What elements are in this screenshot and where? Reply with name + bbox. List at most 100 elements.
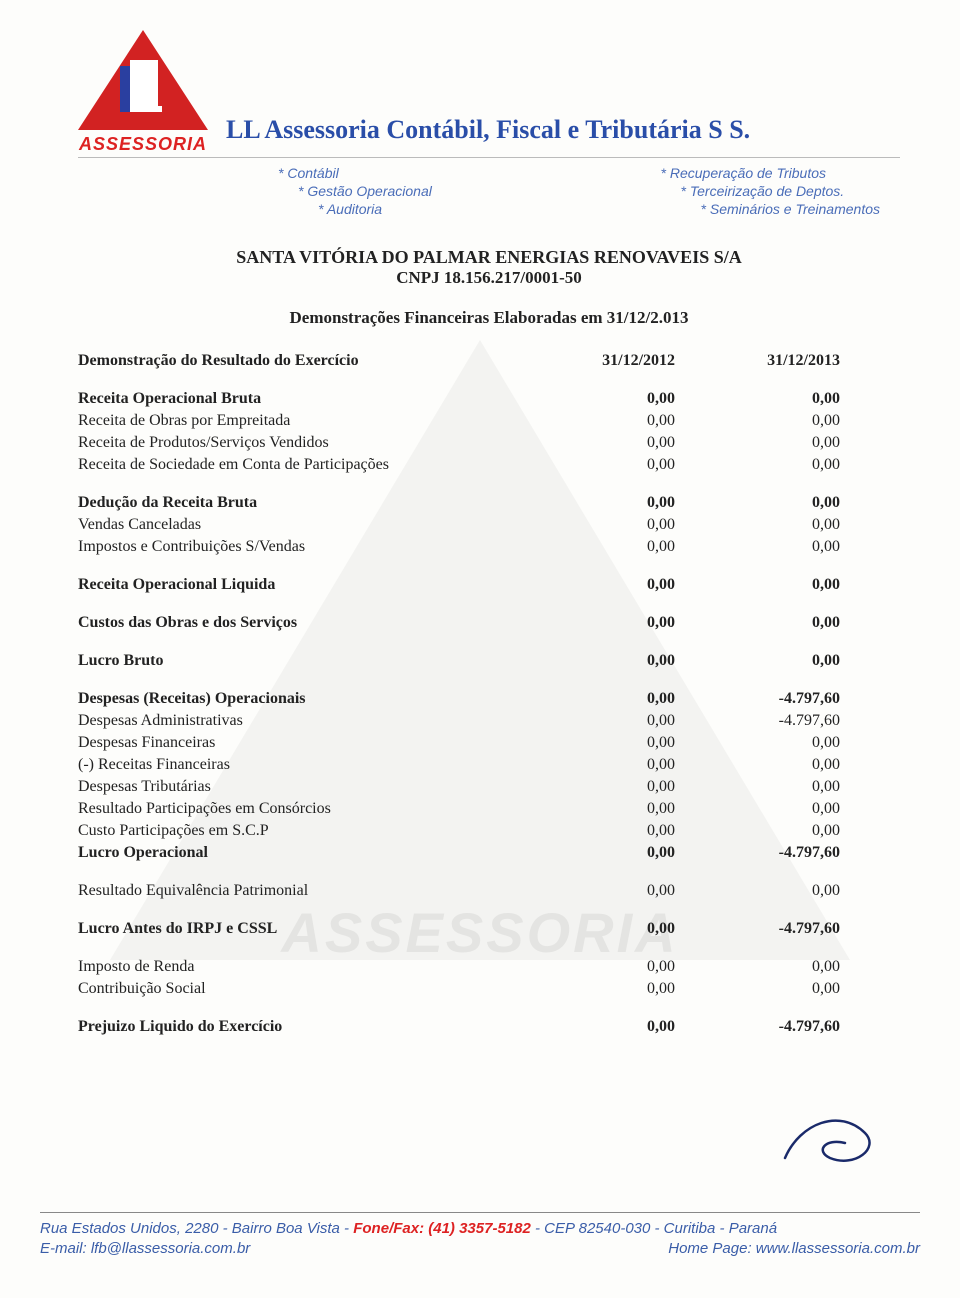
row-value-2012: 0,00 xyxy=(530,1000,715,1038)
signature-icon xyxy=(770,1103,890,1178)
footer-line-1: Rua Estados Unidos, 2280 - Bairro Boa Vi… xyxy=(40,1219,920,1239)
row-label: Impostos e Contribuições S/Vendas xyxy=(78,536,530,558)
row-label: Dedução da Receita Bruta xyxy=(78,476,530,514)
row-value-2012: 0,00 xyxy=(530,372,715,410)
row-value-2012: 0,00 xyxy=(530,634,715,672)
row-value-2012: 0,00 xyxy=(530,558,715,596)
row-label: Despesas Administrativas xyxy=(78,710,530,732)
row-value-2013: 0,00 xyxy=(715,454,900,476)
footer-phone: Fone/Fax: (41) 3357-5182 xyxy=(353,1220,531,1237)
doc-subtitle: Demonstrações Financeiras Elaboradas em … xyxy=(78,308,900,328)
row-label: Prejuizo Liquido do Exercício xyxy=(78,1000,530,1038)
service-item: * Terceirização de Deptos. xyxy=(661,182,880,200)
row-label: Resultado Equivalência Patrimonial xyxy=(78,864,530,902)
table-row: Prejuizo Liquido do Exercício0,00-4.797,… xyxy=(78,1000,900,1038)
row-label: Lucro Antes do IRPJ e CSSL xyxy=(78,902,530,940)
row-value-2012: 0,00 xyxy=(530,672,715,710)
footer-line-2: E-mail: lfb@llassessoria.com.br Home Pag… xyxy=(40,1239,920,1259)
table-row: Lucro Bruto0,000,00 xyxy=(78,634,900,672)
row-value-2012: 0,00 xyxy=(530,798,715,820)
row-value-2012: 0,00 xyxy=(530,820,715,842)
row-label: Custo Participações em S.C.P xyxy=(78,820,530,842)
page: ASSESSORIA ASSESSORIA LL Assessoria Cont… xyxy=(0,0,960,1298)
row-value-2013: 0,00 xyxy=(715,410,900,432)
table-row: Lucro Antes do IRPJ e CSSL0,00-4.797,60 xyxy=(78,902,900,940)
table-header-row: Demonstração do Resultado do Exercício 3… xyxy=(78,350,900,372)
company-name: LL Assessoria Contábil, Fiscal e Tributá… xyxy=(226,116,900,155)
row-value-2013: 0,00 xyxy=(715,372,900,410)
row-label: Despesas Tributárias xyxy=(78,776,530,798)
row-value-2013: 0,00 xyxy=(715,940,900,978)
row-value-2013: 0,00 xyxy=(715,634,900,672)
row-value-2013: 0,00 xyxy=(715,596,900,634)
footer: Rua Estados Unidos, 2280 - Bairro Boa Vi… xyxy=(40,1212,920,1258)
row-value-2013: 0,00 xyxy=(715,798,900,820)
row-value-2013: 0,00 xyxy=(715,432,900,454)
row-label: (-) Receitas Financeiras xyxy=(78,754,530,776)
row-value-2013: 0,00 xyxy=(715,864,900,902)
row-label: Resultado Participações em Consórcios xyxy=(78,798,530,820)
doc-title: SANTA VITÓRIA DO PALMAR ENERGIAS RENOVAV… xyxy=(78,247,900,268)
row-value-2013: 0,00 xyxy=(715,776,900,798)
row-value-2012: 0,00 xyxy=(530,732,715,754)
row-value-2013: -4.797,60 xyxy=(715,842,900,864)
service-item: * Gestão Operacional xyxy=(278,182,432,200)
row-value-2013: -4.797,60 xyxy=(715,672,900,710)
row-value-2013: 0,00 xyxy=(715,978,900,1000)
row-value-2012: 0,00 xyxy=(530,596,715,634)
logo-triangle-icon xyxy=(78,30,208,130)
logo-block: ASSESSORIA xyxy=(78,30,208,155)
row-label: Receita Operacional Liquida xyxy=(78,558,530,596)
row-label: Receita de Obras por Empreitada xyxy=(78,410,530,432)
col2-header: 31/12/2013 xyxy=(715,350,900,372)
logo-caption: ASSESSORIA xyxy=(78,134,208,155)
table-row: Custo Participações em S.C.P0,000,00 xyxy=(78,820,900,842)
row-value-2012: 0,00 xyxy=(530,514,715,536)
doc-cnpj: CNPJ 18.156.217/0001-50 xyxy=(78,268,900,288)
table-row: Receita de Sociedade em Conta de Partici… xyxy=(78,454,900,476)
table-row: Receita Operacional Liquida0,000,00 xyxy=(78,558,900,596)
row-label: Custos das Obras e dos Serviços xyxy=(78,596,530,634)
row-label: Lucro Operacional xyxy=(78,842,530,864)
header-label: Demonstração do Resultado do Exercício xyxy=(78,350,530,372)
service-item: * Contábil xyxy=(278,164,432,182)
table-row: (-) Receitas Financeiras0,000,00 xyxy=(78,754,900,776)
footer-address-prefix: Rua Estados Unidos, 2280 - Bairro Boa Vi… xyxy=(40,1220,353,1237)
table-row: Despesas Financeiras0,000,00 xyxy=(78,732,900,754)
row-label: Lucro Bruto xyxy=(78,634,530,672)
table-row: Imposto de Renda0,000,00 xyxy=(78,940,900,978)
row-value-2012: 0,00 xyxy=(530,864,715,902)
table-row: Receita de Produtos/Serviços Vendidos0,0… xyxy=(78,432,900,454)
table-row: Receita Operacional Bruta0,000,00 xyxy=(78,372,900,410)
table-row: Contribuição Social0,000,00 xyxy=(78,978,900,1000)
table-row: Resultado Equivalência Patrimonial0,000,… xyxy=(78,864,900,902)
row-value-2012: 0,00 xyxy=(530,842,715,864)
row-value-2012: 0,00 xyxy=(530,940,715,978)
table-row: Despesas Tributárias0,000,00 xyxy=(78,776,900,798)
service-item: * Recuperação de Tributos xyxy=(661,164,880,182)
row-label: Receita Operacional Bruta xyxy=(78,372,530,410)
row-value-2013: 0,00 xyxy=(715,558,900,596)
table-row: Resultado Participações em Consórcios0,0… xyxy=(78,798,900,820)
row-label: Vendas Canceladas xyxy=(78,514,530,536)
row-value-2013: 0,00 xyxy=(715,476,900,514)
row-value-2012: 0,00 xyxy=(530,410,715,432)
row-label: Imposto de Renda xyxy=(78,940,530,978)
table-row: Despesas (Receitas) Operacionais0,00-4.7… xyxy=(78,672,900,710)
table-row: Custos das Obras e dos Serviços0,000,00 xyxy=(78,596,900,634)
service-item: * Auditoria xyxy=(278,200,432,218)
row-value-2013: -4.797,60 xyxy=(715,710,900,732)
services-row: * Contábil * Gestão Operacional * Audito… xyxy=(78,164,900,219)
services-left: * Contábil * Gestão Operacional * Audito… xyxy=(278,164,432,219)
row-value-2012: 0,00 xyxy=(530,454,715,476)
row-value-2012: 0,00 xyxy=(530,978,715,1000)
table-row: Lucro Operacional0,00-4.797,60 xyxy=(78,842,900,864)
row-value-2013: 0,00 xyxy=(715,820,900,842)
row-label: Despesas Financeiras xyxy=(78,732,530,754)
footer-address: Rua Estados Unidos, 2280 - Bairro Boa Vi… xyxy=(40,1219,777,1239)
row-value-2012: 0,00 xyxy=(530,776,715,798)
row-value-2012: 0,00 xyxy=(530,754,715,776)
row-value-2012: 0,00 xyxy=(530,476,715,514)
row-label: Contribuição Social xyxy=(78,978,530,1000)
row-label: Despesas (Receitas) Operacionais xyxy=(78,672,530,710)
